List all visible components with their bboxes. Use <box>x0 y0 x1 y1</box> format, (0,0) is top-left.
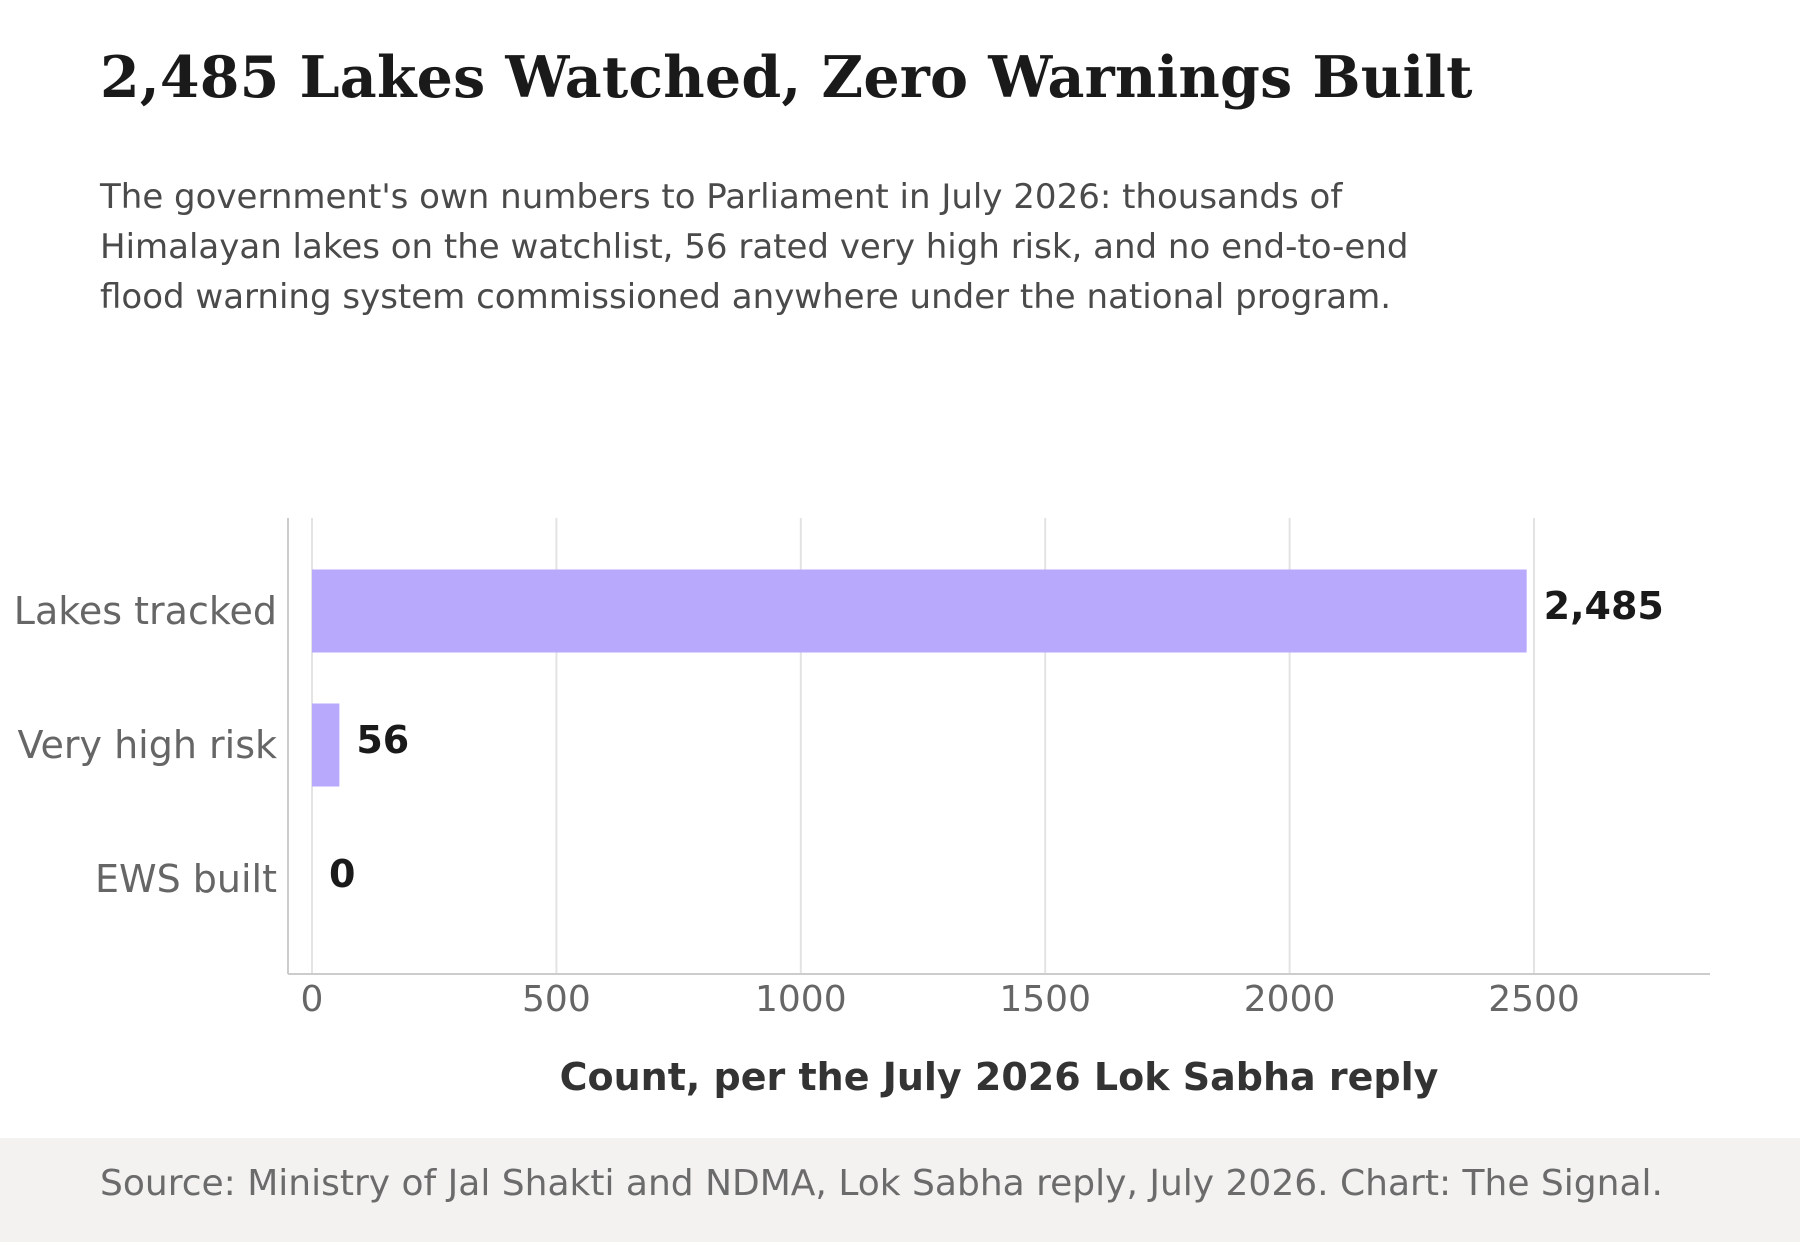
x-axis-title: Count, per the July 2026 Lok Sabha reply <box>560 1055 1439 1099</box>
chart-subtitle: The government's own numbers to Parliame… <box>100 177 1409 317</box>
x-axis-ticks: 0 500 1000 1500 2000 2500 <box>301 979 1580 1020</box>
x-tick-label: 1000 <box>755 979 847 1020</box>
category-label: Lakes tracked <box>14 589 277 633</box>
category-label: Very high risk <box>17 723 277 767</box>
x-tick-label: 2500 <box>1488 979 1580 1020</box>
source-band <box>0 1138 1800 1242</box>
value-label: 2,485 <box>1544 584 1664 628</box>
x-tick-label: 0 <box>301 979 324 1020</box>
bar <box>312 703 340 787</box>
category-labels: Lakes tracked Very high risk EWS built <box>14 589 277 901</box>
x-tick-label: 1500 <box>999 979 1091 1020</box>
bar <box>312 569 1527 653</box>
x-tick-label: 2000 <box>1244 979 1336 1020</box>
value-labels: 2,485 56 0 <box>329 584 1664 896</box>
source-note: Source: Ministry of Jal Shakti and NDMA,… <box>100 1163 1663 1204</box>
x-tick-label: 500 <box>522 979 591 1020</box>
value-label: 0 <box>329 852 355 896</box>
category-label: EWS built <box>95 857 277 901</box>
chart-title: 2,485 Lakes Watched, Zero Warnings Built <box>100 44 1473 111</box>
bars <box>312 569 1527 787</box>
value-label: 56 <box>356 718 409 762</box>
bar-chart: 0 500 1000 1500 2000 2500 Lakes tracked Very h… <box>14 518 1710 1099</box>
